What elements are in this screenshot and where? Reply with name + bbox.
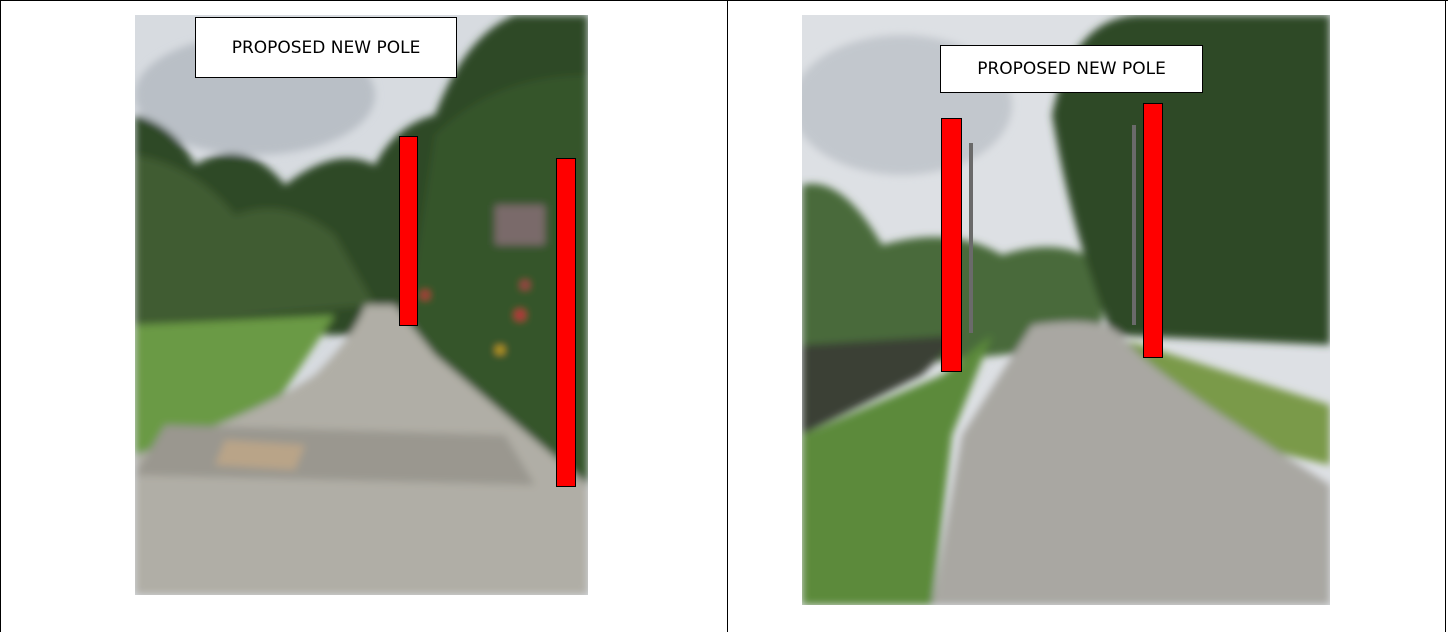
proposed-pole-marker: [1143, 103, 1163, 358]
proposed-pole-label: PROPOSED NEW POLE: [195, 17, 457, 78]
table-border-right: [1445, 0, 1446, 632]
photo-right: [802, 15, 1330, 605]
table-border-top: [0, 0, 1448, 1]
table-border-left: [0, 0, 1, 632]
proposed-pole-marker: [941, 118, 962, 372]
proposed-pole-label: PROPOSED NEW POLE: [940, 45, 1203, 93]
document: PROPOSED NEW POLE PROPOSED NEW POLE: [0, 0, 1448, 632]
proposed-pole-marker: [556, 158, 576, 487]
proposed-pole-marker: [399, 136, 418, 326]
table-divider: [727, 0, 728, 632]
photo-left: [135, 15, 588, 595]
